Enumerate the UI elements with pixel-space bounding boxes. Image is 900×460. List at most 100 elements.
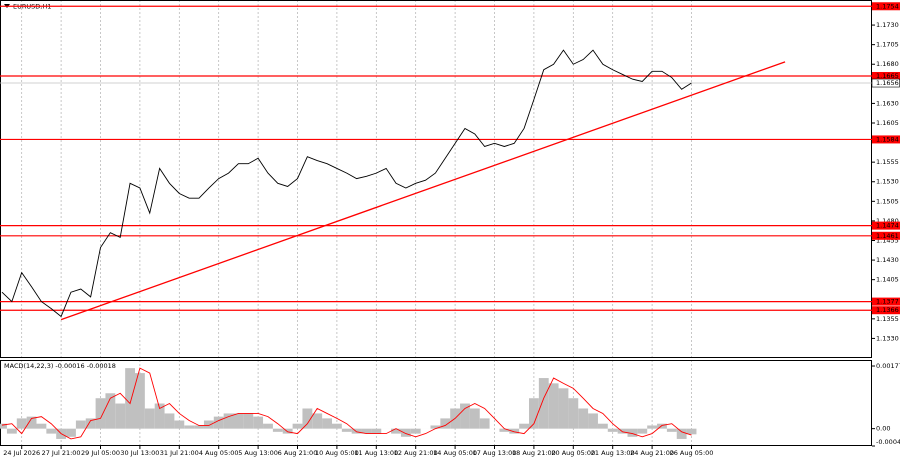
x-tick-label: 12 Aug 21:00: [394, 449, 438, 457]
y-tick-label: 1.1705: [876, 41, 899, 49]
y-tick-label: 1.1730: [876, 21, 899, 29]
macd-bar: [568, 398, 579, 429]
level-label: 1.1754: [876, 2, 899, 10]
macd-bar: [292, 423, 303, 429]
x-tick-label: 21 Aug 13:00: [591, 449, 635, 457]
macd-bar: [75, 420, 86, 429]
y-tick-label: -0.00049: [876, 438, 900, 446]
macd-bar: [578, 408, 589, 429]
macd-bar: [66, 428, 76, 437]
macd-bar: [351, 428, 362, 434]
level-label: 1.1665: [876, 72, 899, 80]
macd-bar: [617, 428, 628, 434]
y-tick-label: 1.1355: [876, 315, 899, 323]
macd-bar: [499, 428, 510, 432]
x-tick-label: 4 Aug 05:00: [199, 449, 239, 457]
macd-bar: [85, 418, 96, 429]
x-tick-label: 30 Jul 13:00: [120, 449, 159, 457]
y-tick-label: 0.00: [876, 425, 890, 433]
macd-bar: [657, 423, 667, 429]
level-label: 1.1366: [876, 306, 899, 314]
level-tag: [872, 135, 900, 144]
x-tick-label: 11 Aug 13:00: [354, 449, 398, 457]
macd-bar: [647, 425, 658, 429]
x-tick-label: 24 Aug 21:00: [630, 449, 674, 457]
macd-bar: [115, 403, 126, 429]
macd-bar: [144, 408, 155, 429]
macd-bar: [548, 383, 559, 429]
macd-label: MACD(14,22,3) -0.00016 -0.00018: [4, 362, 116, 370]
x-tick-label: 5 Aug 13:00: [238, 449, 278, 457]
macd-bar: [135, 373, 145, 429]
macd-bar: [105, 393, 116, 429]
macd-bar: [519, 423, 529, 429]
y-tick-label: 1.1630: [876, 99, 899, 107]
macd-bar: [509, 428, 520, 434]
x-tick-label: 27 Jul 21:00: [42, 449, 81, 457]
macd-bar: [16, 418, 27, 429]
trendline: [60, 61, 786, 321]
macd-bar: [588, 413, 598, 429]
y-tick-label: 1.1430: [876, 256, 899, 264]
x-tick-label: 18 Aug 21:00: [512, 449, 556, 457]
macd-bar: [233, 413, 244, 429]
level-tag: [872, 221, 900, 230]
x-tick-label: 24 Jul 2026: [3, 449, 40, 457]
macd-bar: [223, 413, 234, 429]
macd-bar: [154, 403, 165, 429]
macd-bar: [36, 423, 47, 429]
y-tick-label: 1.1555: [876, 158, 899, 166]
level-tag: [872, 71, 900, 80]
macd-bar: [410, 428, 421, 434]
macd-bar: [430, 425, 441, 429]
macd-bar: [597, 423, 608, 429]
macd-bar: [676, 428, 687, 439]
x-tick-label: 26 Aug 05:00: [670, 449, 714, 457]
level-label: 1.1377: [876, 298, 899, 306]
level-label: 1.1474: [876, 222, 899, 230]
macd-bar: [341, 428, 352, 432]
signal-line: [1, 367, 692, 440]
macd-bar: [312, 413, 323, 429]
macd-bar: [469, 408, 480, 429]
level-tag: [872, 2, 900, 11]
macd-bar: [322, 418, 332, 429]
macd-bar: [184, 425, 195, 429]
macd-panel-border: [0, 360, 872, 446]
x-tick-label: 31 Jul 21:00: [160, 449, 199, 457]
y-tick-label: 0.00177: [876, 362, 900, 370]
macd-bar: [400, 428, 411, 437]
macd-bar: [479, 418, 490, 429]
macd-bar: [666, 428, 677, 432]
macd-bar: [194, 425, 204, 429]
macd-bar: [164, 413, 175, 429]
macd-bar: [46, 428, 57, 434]
y-tick-label: 1.1480: [876, 217, 899, 225]
macd-bar: [361, 428, 372, 434]
macd-bar: [125, 368, 135, 429]
y-tick-label: 1.1405: [876, 276, 899, 284]
macd-bar: [174, 420, 185, 429]
x-tick-label: 29 Jul 05:00: [81, 449, 120, 457]
x-tick-label: 6 Aug 21:00: [278, 449, 318, 457]
y-tick-label: 1.1605: [876, 119, 899, 127]
x-tick-label: 10 Aug 05:00: [315, 449, 359, 457]
macd-bar: [440, 418, 451, 429]
macd-bar: [203, 420, 214, 429]
level-tag: [872, 231, 900, 240]
x-tick-label: 17 Aug 13:00: [473, 449, 517, 457]
macd-bar: [529, 398, 539, 429]
y-tick-label: 1.1505: [876, 197, 899, 205]
y-tick-label: 1.1680: [876, 60, 899, 68]
macd-bar: [460, 403, 470, 429]
price-line: [1, 49, 692, 318]
macd-bar: [6, 428, 17, 434]
macd-bar: [95, 398, 106, 429]
macd-bar: [607, 428, 618, 432]
macd-bar: [253, 416, 264, 429]
macd-bar: [637, 428, 648, 434]
current-price-label: 1.1656: [876, 79, 899, 87]
level-tag: [872, 306, 900, 315]
